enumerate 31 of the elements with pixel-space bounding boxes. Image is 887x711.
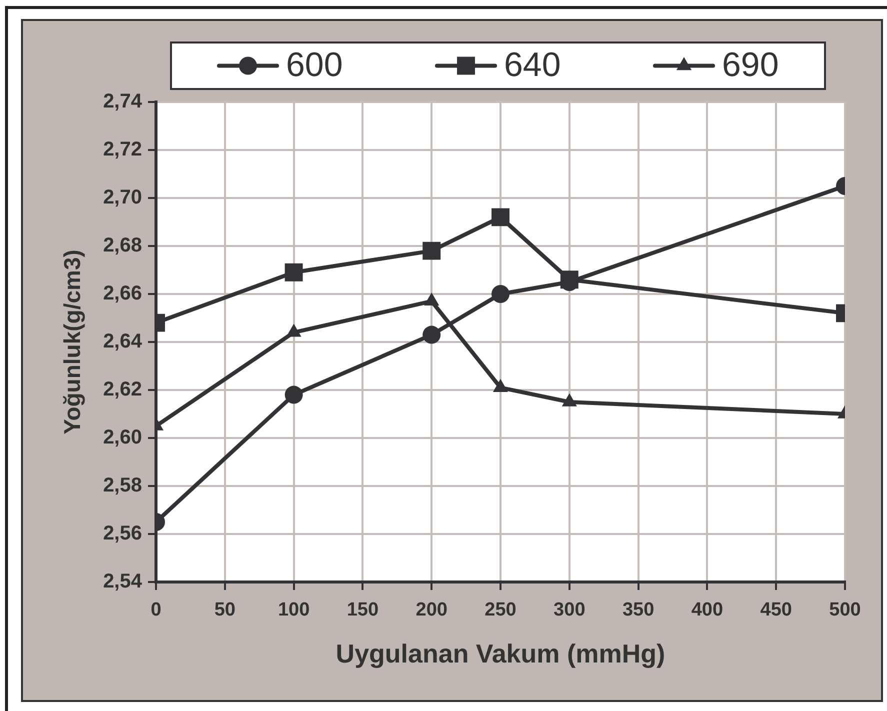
y-tick-label: 2,62 [103,378,142,401]
y-tick-label: 2,72 [103,138,142,161]
y-tick-label: 2,58 [103,474,142,497]
x-tick-label: 500 [829,600,861,621]
x-axis-title: Uygulanan Vakum (mmHg) [336,638,666,669]
x-tick-label: 250 [484,600,516,621]
x-tick-label: 300 [554,600,586,621]
point [492,208,510,226]
x-tick-label: 200 [416,600,448,621]
y-tick-label: 2,54 [103,570,143,593]
y-tick-label: 2,64 [103,330,143,353]
x-tick-label: 0 [150,600,162,621]
point [492,285,510,303]
point [422,242,441,260]
y-tick-label: 2,74 [103,90,143,113]
x-tick-label: 100 [278,600,310,621]
x-tick-label: 350 [622,600,654,621]
legend-label: 690 [722,46,779,84]
legend-label: 600 [286,46,343,84]
y-axis-title: Yoğunluk(g/cm3) [59,250,86,434]
x-tick-label: 450 [760,600,792,621]
x-tick-label: 400 [691,600,724,621]
y-tick-label: 2,68 [103,234,142,257]
y-tick-label: 2,66 [103,282,142,305]
y-tick-label: 2,56 [103,522,142,545]
x-tick-label: 50 [214,600,236,621]
y-tick-label: 2,70 [103,186,142,209]
legend-label: 640 [504,46,561,84]
y-tick-label: 2,60 [103,426,142,449]
point [422,326,441,344]
x-tick-label: 150 [346,600,379,621]
